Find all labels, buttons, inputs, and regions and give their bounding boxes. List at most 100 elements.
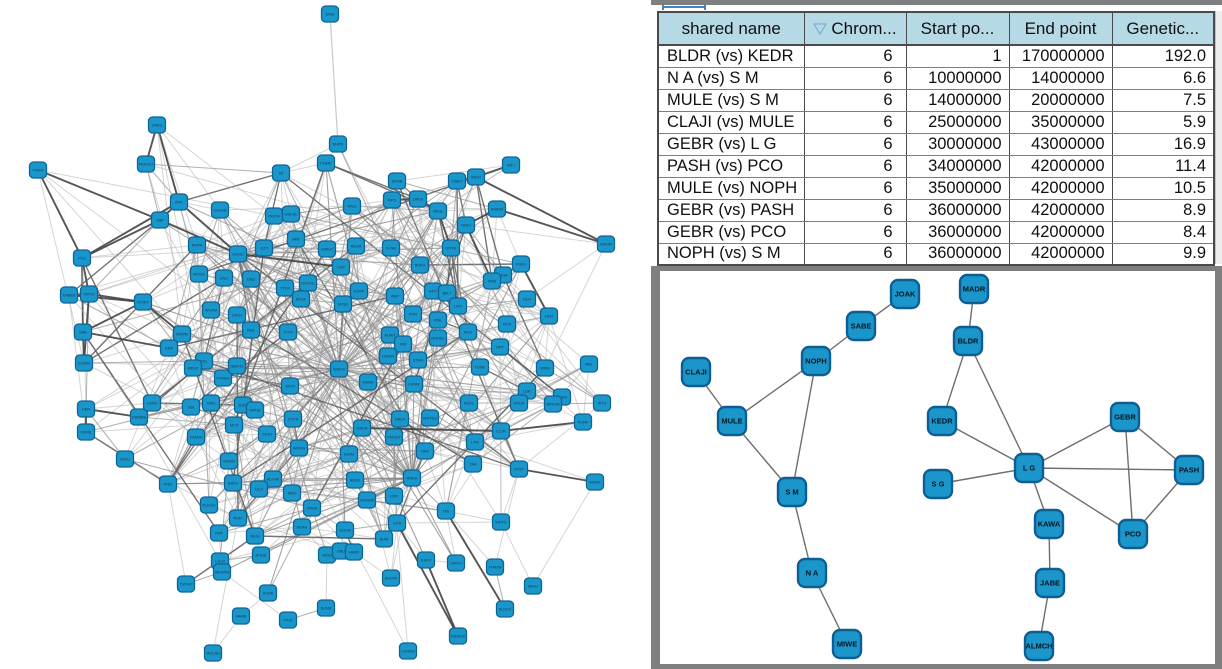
svg-text:EKHB: EKHB: [392, 180, 403, 184]
svg-text:CSJO: CSJO: [262, 433, 272, 437]
svg-text:WMGS: WMGS: [293, 447, 306, 451]
svg-text:AITJ: AITJ: [507, 164, 515, 168]
svg-text:NAAB: NAAB: [236, 615, 247, 619]
svg-text:BAFS: BAFS: [228, 482, 238, 486]
svg-text:NAA: NAA: [421, 450, 429, 454]
svg-text:RWPB: RWPB: [176, 333, 188, 337]
svg-text:KJWP: KJWP: [354, 290, 365, 294]
svg-text:HCH: HCH: [545, 315, 553, 319]
svg-text:WSTEG: WSTEG: [423, 417, 437, 421]
svg-text:ODRE: ODRE: [81, 431, 92, 435]
svg-text:KLEGU: KLEGU: [203, 504, 216, 508]
svg-text:MBL: MBL: [585, 363, 593, 367]
svg-text:UALI: UALI: [220, 277, 228, 281]
svg-text:EODM: EODM: [78, 362, 89, 366]
svg-text:WSRE: WSRE: [589, 481, 601, 485]
svg-text:CABBS: CABBS: [63, 294, 76, 298]
svg-text:CLAJI: CLAJI: [685, 368, 707, 377]
svg-text:KAWA: KAWA: [1038, 520, 1061, 529]
svg-text:GBFHC: GBFHC: [230, 365, 244, 369]
svg-text:RNB: RNB: [488, 280, 496, 284]
svg-text:FOHEA: FOHEA: [216, 377, 230, 381]
svg-text:MHKN: MHKN: [333, 368, 344, 372]
svg-text:FBI: FBI: [400, 343, 406, 347]
svg-text:IHFT: IHFT: [429, 290, 438, 294]
svg-text:ISPL: ISPL: [175, 201, 183, 205]
svg-text:JFSJE: JFSJE: [255, 554, 267, 558]
svg-text:DNLR: DNLR: [395, 418, 406, 422]
svg-text:TOMF: TOMF: [475, 366, 486, 370]
svg-text:WDTC: WDTC: [495, 521, 507, 525]
svg-text:JABE: JABE: [1040, 579, 1060, 588]
svg-text:SAB: SAB: [79, 331, 87, 335]
svg-text:SLDKS: SLDKS: [499, 608, 512, 612]
svg-text:RHODL: RHODL: [431, 337, 444, 341]
svg-text:WKAPM: WKAPM: [215, 571, 229, 575]
svg-text:FBIL: FBIL: [247, 329, 255, 333]
svg-text:HEN: HEN: [82, 408, 90, 412]
svg-text:PLD: PLD: [78, 257, 86, 261]
svg-text:RHFG: RHFG: [415, 264, 426, 268]
svg-text:SUNR: SUNR: [321, 607, 332, 611]
svg-text:FIPD: FIPD: [388, 199, 397, 203]
svg-text:CUP: CUP: [337, 266, 345, 270]
svg-text:ALFHK: ALFHK: [267, 478, 280, 482]
svg-text:OBU: OBU: [337, 550, 345, 554]
svg-text:LJLM: LJLM: [215, 560, 224, 564]
svg-text:LDR: LDR: [523, 390, 531, 394]
svg-text:KUHK: KUHK: [263, 592, 274, 596]
svg-text:RSE: RSE: [434, 319, 442, 323]
svg-text:RGNF: RGNF: [578, 421, 589, 425]
svg-text:RRDA: RRDA: [407, 477, 418, 481]
svg-text:SABE: SABE: [851, 322, 872, 331]
svg-text:WOCE: WOCE: [193, 273, 205, 277]
svg-text:OUNBW: OUNBW: [360, 499, 375, 503]
svg-text:DCIKT: DCIKT: [137, 301, 149, 305]
svg-text:WGS: WGS: [347, 205, 357, 209]
svg-text:PASH: PASH: [1179, 466, 1199, 475]
svg-text:OSJU: OSJU: [120, 458, 130, 462]
svg-text:TMTHC: TMTHC: [179, 583, 193, 587]
svg-text:AUWT: AUWT: [384, 334, 396, 338]
svg-text:MOLBU: MOLBU: [206, 652, 220, 656]
svg-text:NTJI: NTJI: [230, 424, 238, 428]
svg-text:REOA: REOA: [351, 245, 362, 249]
svg-text:RAN: RAN: [207, 402, 215, 406]
svg-text:PCO: PCO: [1125, 530, 1141, 539]
svg-text:BFLT: BFLT: [442, 292, 452, 296]
svg-text:GITFE: GITFE: [445, 247, 457, 251]
svg-text:BHM: BHM: [380, 538, 388, 542]
svg-text:JDIGL: JDIGL: [433, 210, 444, 214]
svg-text:FLNB: FLNB: [386, 247, 396, 251]
svg-text:MIWE: MIWE: [837, 640, 857, 649]
svg-text:LIFB: LIFB: [393, 522, 401, 526]
svg-text:WMN: WMN: [540, 367, 550, 371]
svg-text:MADR: MADR: [963, 285, 986, 294]
svg-text:LCJR: LCJR: [496, 430, 506, 434]
svg-text:MOO: MOO: [322, 554, 331, 558]
svg-text:UIPCH: UIPCH: [450, 562, 462, 566]
svg-text:SSP: SSP: [156, 219, 164, 223]
svg-text:UIWS: UIWS: [147, 402, 157, 406]
svg-text:OPDE: OPDE: [413, 198, 424, 202]
svg-text:WAOR: WAOR: [600, 243, 612, 247]
svg-text:MREH: MREH: [321, 248, 332, 252]
svg-text:AHCFF: AHCFF: [385, 577, 398, 581]
svg-text:KAOJ: KAOJ: [421, 559, 431, 563]
svg-text:IHHDM: IHHDM: [491, 208, 503, 212]
svg-text:TKE: TKE: [442, 510, 450, 514]
svg-text:LRO: LRO: [454, 305, 462, 309]
svg-text:MTBJ: MTBJ: [338, 303, 348, 307]
svg-text:L G: L G: [1023, 464, 1036, 473]
svg-text:DDDM: DDDM: [382, 355, 393, 359]
svg-text:OSCSL: OSCSL: [285, 213, 298, 217]
svg-text:TJGA: TJGA: [498, 274, 508, 278]
svg-text:JLTT: JLTT: [260, 247, 269, 251]
svg-text:BLDR: BLDR: [958, 337, 979, 346]
svg-text:GEBR: GEBR: [1114, 413, 1136, 422]
svg-text:WCO: WCO: [285, 385, 294, 389]
svg-text:WFDB: WFDB: [249, 409, 261, 413]
svg-text:HMT: HMT: [292, 238, 301, 242]
svg-text:FTBJE: FTBJE: [320, 162, 332, 166]
svg-text:WCRM: WCRM: [205, 309, 217, 313]
